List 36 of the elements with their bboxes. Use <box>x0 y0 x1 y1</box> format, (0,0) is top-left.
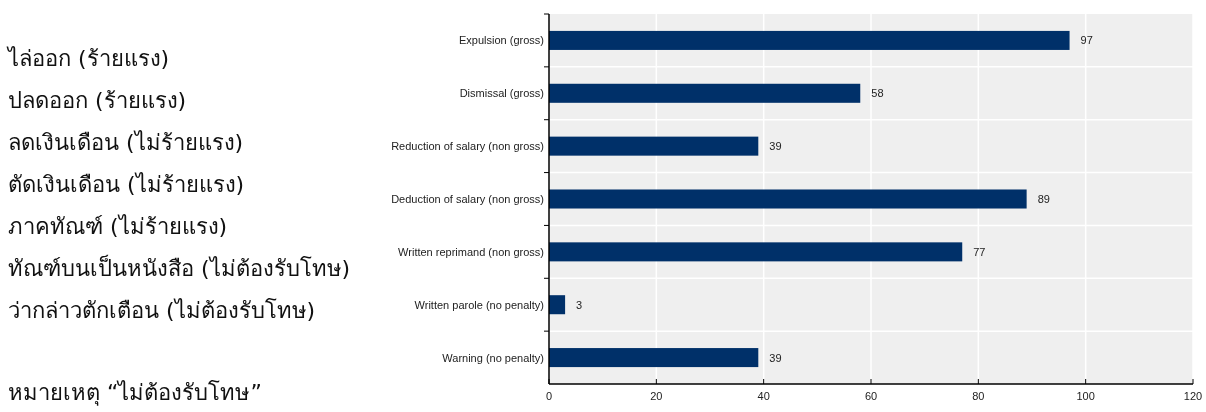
text: ว่ากล่าวตักเตือน (ไม่ต้องรับโทษ) <box>8 298 316 323</box>
data-label: 77 <box>973 245 986 258</box>
data-label: 39 <box>769 140 782 153</box>
data-label: 97 <box>1080 34 1093 47</box>
bar <box>549 295 566 315</box>
bar <box>549 242 963 262</box>
y-tick-label: Reduction of salary (non gross) <box>391 140 544 153</box>
text: หมายเหตุ “ไม่ต้องรับโทษ” <box>8 380 262 406</box>
bar <box>549 136 759 156</box>
x-tick-label: 60 <box>864 390 878 402</box>
x-tick-label: 20 <box>650 390 663 402</box>
y-tick-label: Written parole (no penalty) <box>414 298 544 311</box>
bar <box>549 83 861 103</box>
text: ปลดออก (ร้ายแรง) <box>8 88 187 113</box>
y-tick-label: Expulsion (gross) <box>459 34 544 47</box>
data-label: 39 <box>769 351 782 364</box>
data-label: 3 <box>576 298 583 311</box>
text: ภาคทัณฑ์ (ไม่ร้ายแรง) <box>8 214 228 239</box>
bar <box>549 30 1070 50</box>
bar <box>549 189 1027 209</box>
x-tick-label: 0 <box>545 390 553 402</box>
x-tick-label: 40 <box>757 390 770 402</box>
y-tick-label: Warning (no penalty) <box>442 351 544 364</box>
data-label: 58 <box>871 87 884 100</box>
x-tick-label: 100 <box>1076 390 1095 402</box>
y-tick-label: Dismissal (gross) <box>459 87 544 100</box>
data-label: 89 <box>1037 193 1050 205</box>
x-tick-label: 120 <box>1183 390 1203 402</box>
text: ตัดเงินเดือน (ไม่ร้ายแรง) <box>8 172 245 197</box>
text: ไล่ออก (ร้ายแรง) <box>6 46 170 71</box>
y-tick-label: Deduction of salary (non gross) <box>391 193 544 205</box>
text: ลดเงินเดือน (ไม่ร้ายแรง) <box>8 130 244 155</box>
text: ทัณฑ์บนเป็นหนังสือ (ไม่ต้องรับโทษ) <box>8 254 351 281</box>
bar <box>549 348 759 368</box>
y-tick-label: Written reprimand (non gross) <box>398 245 544 258</box>
x-tick-label: 80 <box>972 390 985 402</box>
